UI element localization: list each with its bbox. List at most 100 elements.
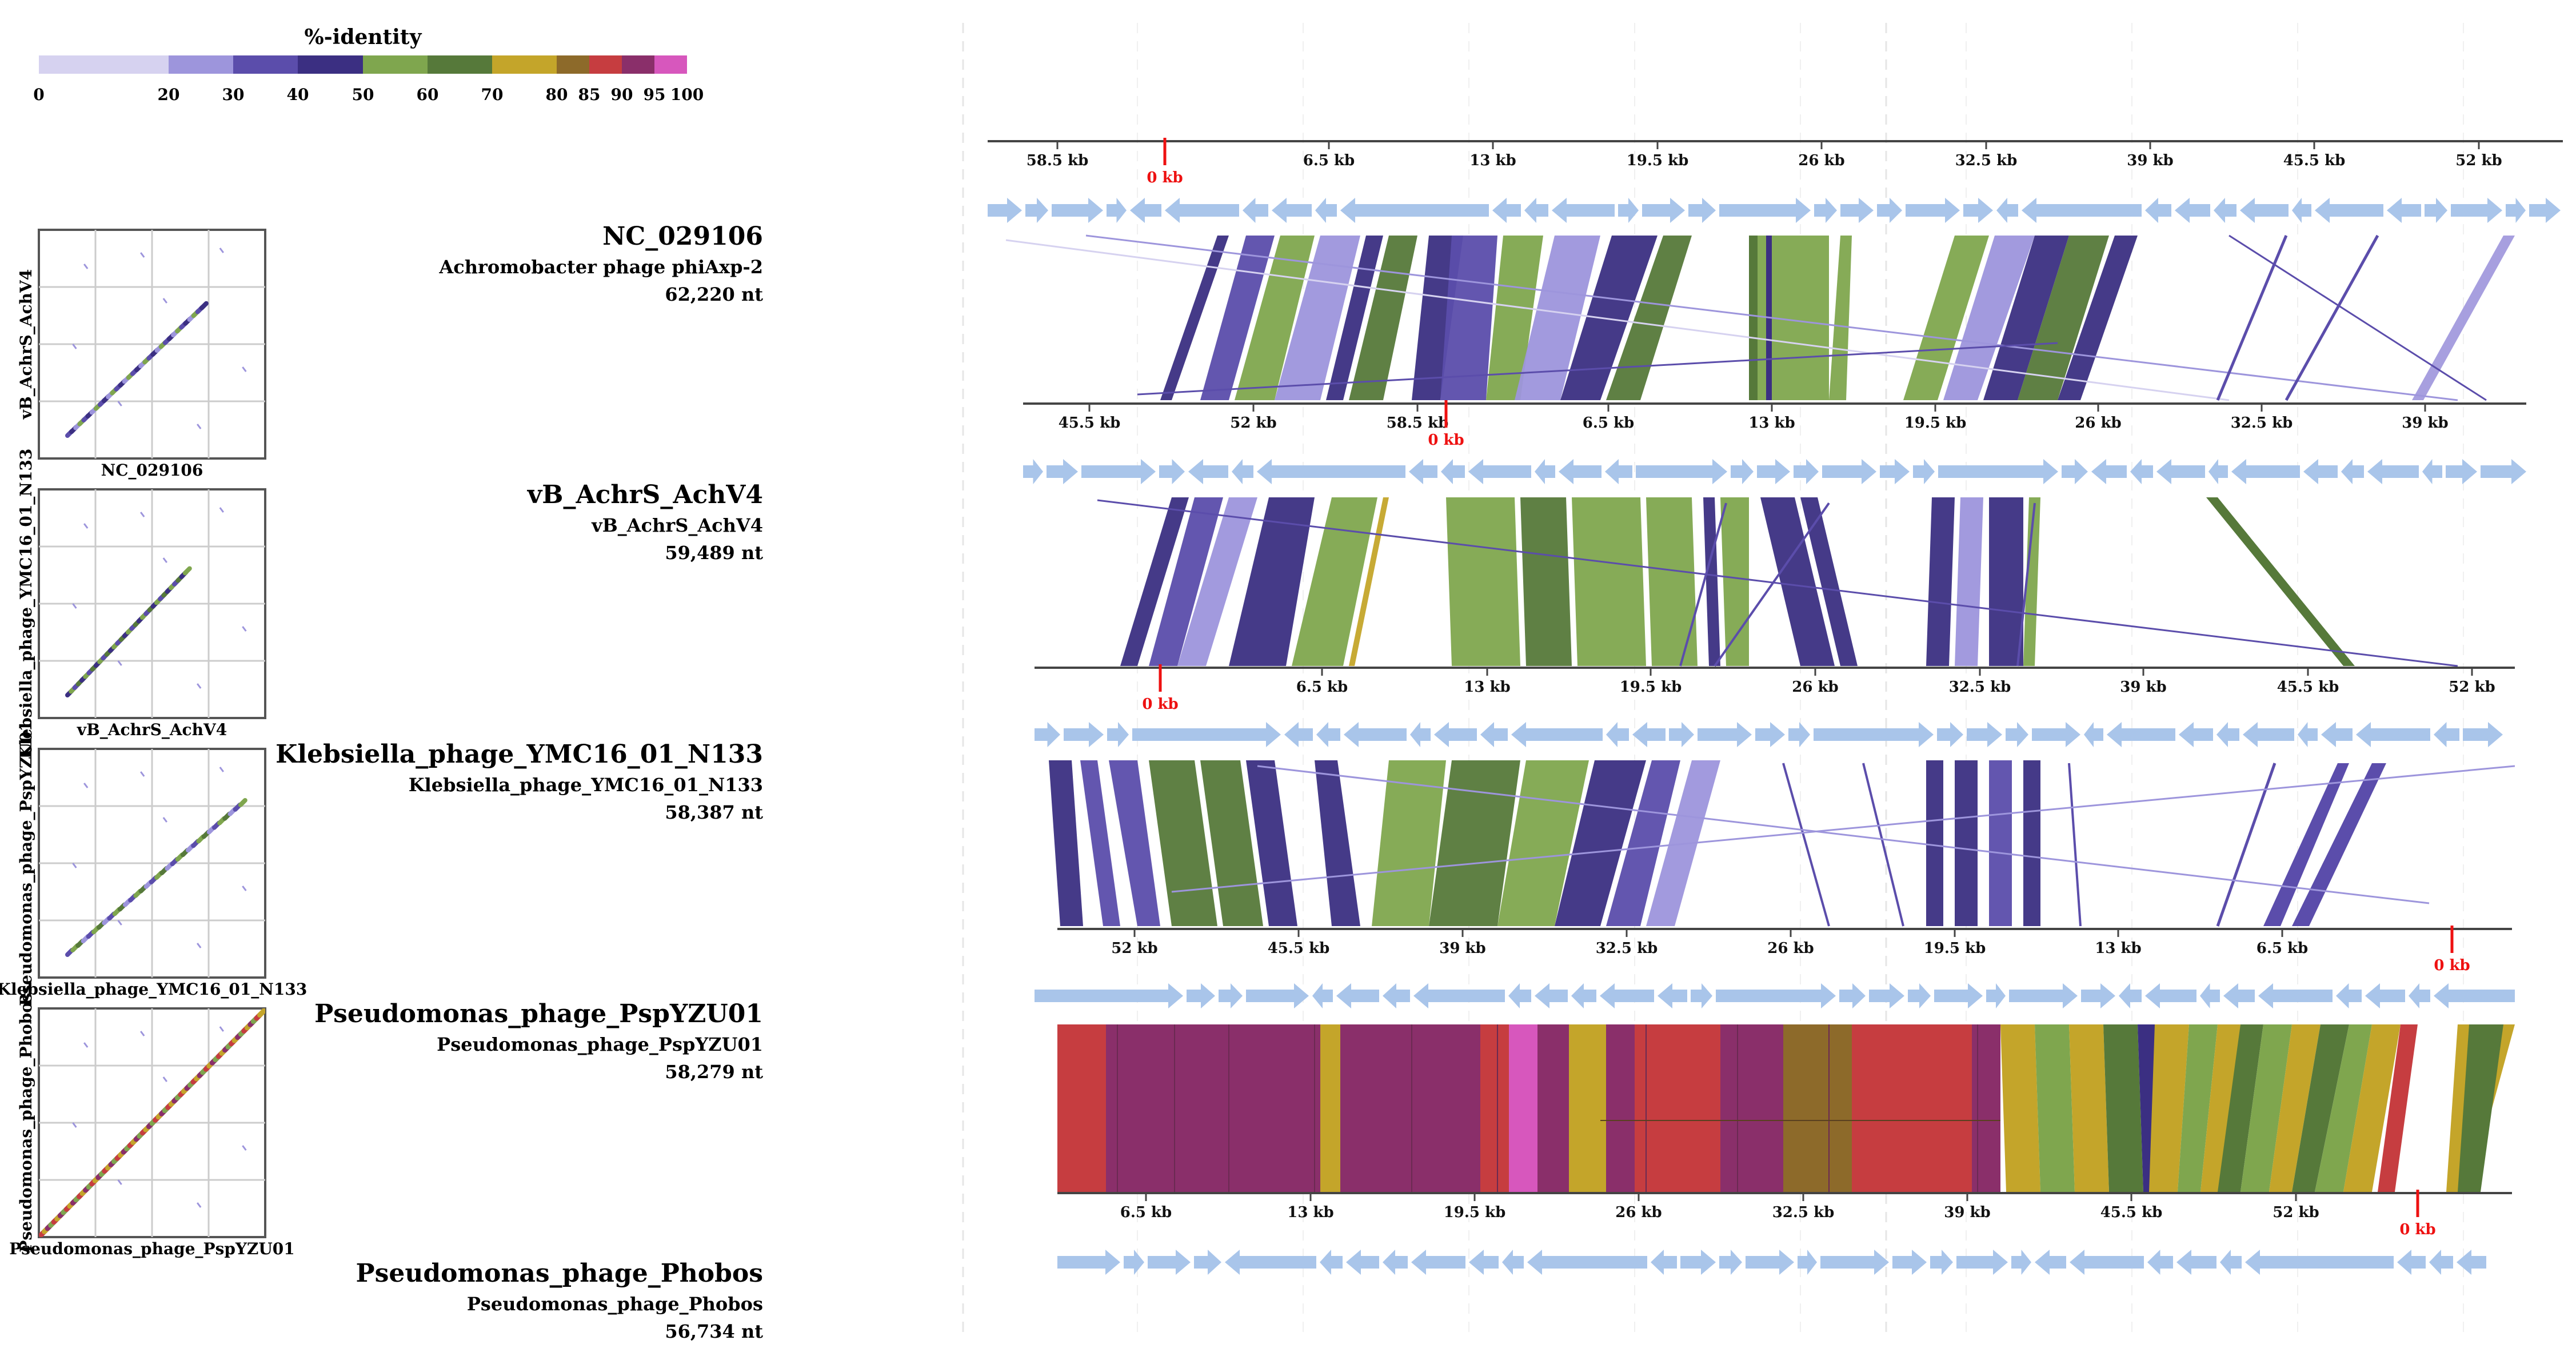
synteny-ribbon: [2103, 1024, 2143, 1192]
identity-legend: %-identity 0 20 30 40 50 60 70 80 85 90 95 100: [33, 25, 704, 104]
gene-arrow: [1820, 1250, 1889, 1275]
synteny-ribbon: [1120, 497, 1189, 666]
synteny-ribbon: [1515, 236, 1600, 400]
gene-arrow: [2240, 198, 2289, 223]
synteny-ribbon: [2200, 1024, 2240, 1192]
synteny-ribbon: [2178, 1024, 2218, 1192]
gene-arrow: [1132, 722, 1281, 747]
synteny-ribbon: [1429, 760, 1520, 926]
gene-arrow: [1052, 198, 1103, 223]
axis-tick-label: 13 kb: [1287, 1204, 1333, 1221]
gene-arrow: [1719, 1250, 1742, 1275]
axis-tick-label: 6.5 kb: [1303, 152, 1355, 169]
synteny-ribbon: [1646, 497, 1698, 666]
gene-arrow: [1746, 1250, 1794, 1275]
gene-arrow: [2292, 198, 2311, 223]
gene-arrow: [1963, 198, 1993, 223]
gene-arrow: [1492, 198, 1521, 223]
gene-arrow: [1064, 722, 1104, 747]
dotplot-panel-0: vB_AchrS_AchV4 NC_029106: [17, 229, 266, 480]
synteny-ribbon: [1560, 236, 1658, 400]
synteny-ribbon: [1720, 1024, 1783, 1192]
dotplot-dot: [242, 626, 247, 632]
gene-arrow: [1571, 983, 1596, 1008]
gene-arrow: [2425, 198, 2447, 223]
dotplot-dot: [242, 1145, 247, 1151]
axis-tick-label: 39 kb: [1439, 940, 1485, 957]
synteny-ribbon: [1749, 236, 1758, 400]
gene-arrow: [2429, 1250, 2453, 1275]
gene-arrow: [2365, 983, 2405, 1008]
genome-name: vB_AchrS_AchV4: [591, 515, 763, 536]
gene-arrow: [2298, 722, 2318, 747]
axis-tick-label: 6.5 kb: [2257, 940, 2308, 957]
axis-tick-label: 32.5 kb: [1949, 679, 2011, 696]
synteny-panel-3: [1057, 1024, 2515, 1192]
axis-tick-label: 26 kb: [1615, 1204, 1662, 1221]
gene-arrow: [2434, 983, 2515, 1008]
gene-arrow: [2258, 983, 2333, 1008]
axis-tick-label: 6.5 kb: [1296, 679, 1348, 696]
gene-arrow: [2130, 459, 2153, 484]
axis-tick-label: 6.5 kb: [1120, 1204, 1172, 1221]
synteny-ribbon: [2269, 1024, 2321, 1192]
synteny-ribbon: [1572, 497, 1646, 666]
synteny-link: [2068, 763, 2082, 927]
gene-arrow: [1257, 459, 1405, 484]
synteny-ribbon: [1955, 760, 1978, 926]
gene-track-3: [1035, 983, 2515, 1008]
axis-tick-label: 32.5 kb: [1772, 1204, 1835, 1221]
synteny-ribbon: [1049, 760, 1083, 926]
synteny-ribbon: [1372, 760, 1446, 926]
gene-arrow: [2147, 1250, 2173, 1275]
gene-track-2: [1035, 722, 2503, 747]
gene-arrow: [1814, 722, 1934, 747]
synteny-link: [1679, 502, 1727, 667]
origin-label: 0 kb: [1428, 432, 1464, 449]
gene-arrow: [1913, 459, 1935, 484]
gene-arrow: [1434, 722, 1477, 747]
synteny-ribbon: [2023, 760, 2040, 926]
axis-tick-label: 45.5 kb: [2100, 1204, 2163, 1221]
synteny-ribbon: [1635, 1024, 1720, 1192]
synteny-link: [2216, 763, 2277, 927]
legend-tick-label: 50: [352, 85, 374, 104]
gene-track-0: [988, 198, 2561, 223]
origin-label: 0 kb: [1142, 696, 1178, 713]
dotplot-y-label: Pseudomonas_phage_Phobos: [17, 993, 35, 1252]
synteny-link: [1782, 763, 1830, 927]
dotplot-x-label: Klebsiella_phage_YMC16_01_N133: [0, 980, 307, 999]
legend-tick-label: 40: [287, 85, 309, 104]
axis-tick-label: 32.5 kb: [2231, 414, 2293, 432]
legend-band-90-95: [622, 55, 654, 74]
gene-arrow: [2223, 983, 2255, 1008]
dotplot-dot: [219, 767, 224, 772]
synteny-ribbon: [1520, 497, 1572, 666]
synteny-ribbon: [2240, 1024, 2292, 1192]
genome-name: Pseudomonas_phage_Phobos: [467, 1293, 763, 1315]
synteny-ribbon: [1315, 760, 1360, 926]
gene-arrow: [2397, 1250, 2426, 1275]
axis-tick-label: 19.5 kb: [1904, 414, 1967, 432]
gene-arrow: [1344, 722, 1407, 747]
synteny-link: [1171, 765, 2515, 893]
gene-arrow: [1225, 1250, 1316, 1275]
synteny-ribbon: [1160, 236, 1229, 400]
gene-arrow: [1688, 198, 1716, 223]
gene-track-1: [1023, 459, 2526, 484]
synteny-ribbon: [2058, 236, 2138, 400]
dotplot-dot: [162, 298, 167, 304]
gene-arrow: [2084, 722, 2103, 747]
gene-arrow: [2035, 1250, 2066, 1275]
gene-arrow: [2243, 722, 2294, 747]
dotplot-dot: [162, 817, 167, 823]
gene-arrow: [1600, 983, 1654, 1008]
gene-arrow: [1691, 983, 1712, 1008]
gene-arrow: [1559, 459, 1601, 484]
dotplot-dot: [117, 401, 122, 406]
genome-label-1: vB_AchrS_AchV4 vB_AchrS_AchV4 59,489 nt: [527, 480, 764, 564]
dotplot-dot: [219, 507, 224, 513]
dotplot-dot: [219, 1026, 224, 1032]
synteny-ribbon: [1406, 1024, 1452, 1192]
gene-arrow: [2506, 198, 2526, 223]
